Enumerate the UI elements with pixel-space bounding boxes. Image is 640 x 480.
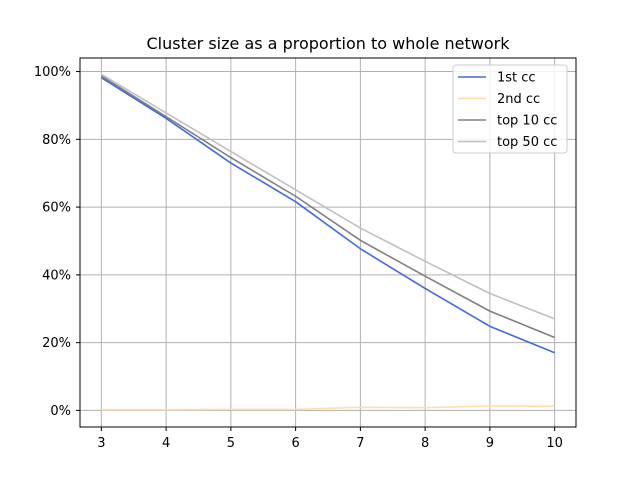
- x-tick-label: 5: [227, 436, 235, 451]
- y-tick-label: 40%: [42, 268, 71, 283]
- series-lines: [100, 73, 555, 411]
- plot-frame: [79, 57, 577, 428]
- legend-label-1st-cc: 1st cc: [497, 71, 536, 86]
- legend-label-top-50-cc: top 50 cc: [497, 135, 557, 150]
- x-tick-label: 9: [486, 436, 494, 451]
- x-tick-label: 6: [291, 436, 299, 451]
- y-tick-label: 0%: [50, 404, 71, 419]
- series-line-2nd-cc: [101, 405, 555, 411]
- y-tick-label: 100%: [34, 65, 71, 80]
- legend-label-top-10-cc: top 10 cc: [497, 114, 557, 129]
- x-tick-label: 3: [97, 436, 105, 451]
- x-tick-label: 4: [162, 436, 170, 451]
- series-line-1st-cc: [100, 76, 555, 354]
- x-tick-label: 10: [546, 436, 563, 451]
- series-line-top-50-cc: [100, 73, 555, 320]
- x-axis: 3 4 5 6 7 8 9 10: [97, 427, 563, 451]
- y-tick-label: 80%: [42, 133, 71, 148]
- series-line-top-10-cc: [100, 75, 555, 339]
- y-tick-label: 20%: [42, 336, 71, 351]
- legend-label-2nd-cc: 2nd cc: [497, 92, 540, 107]
- legend: 1st cc 2nd cc top 10 cc top 50 cc: [452, 64, 568, 154]
- y-axis: 0% 20% 40% 60% 80% 100%: [34, 65, 80, 419]
- legend-box: [452, 64, 568, 154]
- x-tick-label: 8: [421, 436, 429, 451]
- chart-title: Cluster size as a proportion to whole ne…: [146, 34, 510, 53]
- y-tick-label: 60%: [42, 201, 71, 216]
- x-tick-label: 7: [356, 436, 364, 451]
